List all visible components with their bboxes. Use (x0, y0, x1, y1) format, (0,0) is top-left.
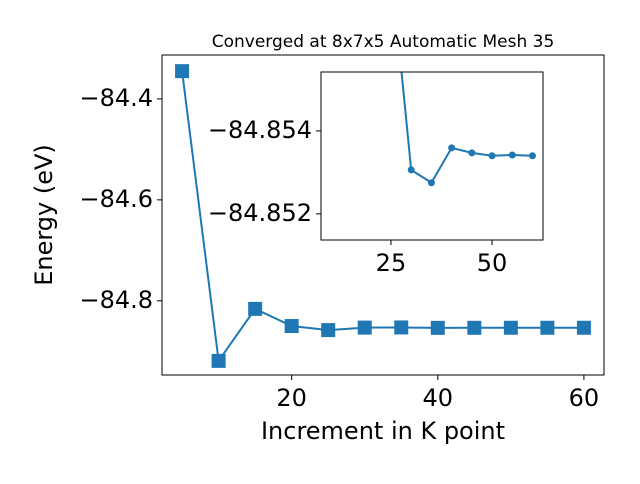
marker (508, 151, 516, 159)
x-tick-label: 20 (276, 384, 307, 412)
marker (394, 320, 409, 335)
chart-title: Converged at 8x7x5 Automatic Mesh 35 (212, 32, 555, 52)
marker (430, 320, 445, 335)
marker (321, 323, 336, 338)
x-tick-label: 25 (376, 249, 407, 277)
marker (448, 144, 456, 152)
marker (467, 320, 482, 335)
y-tick-label: −84.8 (79, 286, 153, 314)
marker (468, 149, 476, 157)
marker (357, 320, 372, 335)
y-tick-label: −84.4 (79, 84, 153, 112)
y-axis-label: Energy (eV) (30, 144, 58, 286)
marker (540, 320, 555, 335)
x-tick-label: 60 (569, 384, 600, 412)
x-tick-label: 40 (423, 384, 454, 412)
y-tick-label: −84.852 (208, 199, 312, 227)
marker (175, 64, 190, 79)
axes-frame (320, 71, 544, 241)
marker (576, 320, 591, 335)
marker (407, 166, 415, 174)
marker (488, 152, 496, 160)
axes-frame (161, 54, 605, 376)
x-tick-label: 50 (477, 249, 508, 277)
y-tick-label: −84.6 (79, 185, 153, 213)
marker (284, 319, 299, 334)
marker (503, 320, 518, 335)
marker (211, 353, 226, 368)
marker (427, 179, 435, 187)
marker (528, 152, 536, 160)
marker (248, 301, 263, 316)
y-tick-label: −84.854 (208, 116, 312, 144)
x-axis-label: Increment in K point (261, 417, 505, 445)
